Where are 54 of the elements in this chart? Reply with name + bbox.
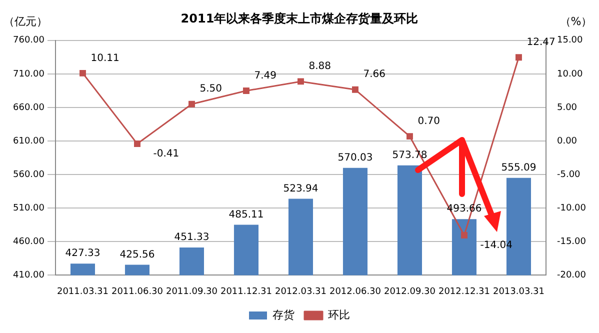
point <box>134 140 140 148</box>
x-tick-label: 2011.12.31 <box>220 286 272 297</box>
y2-tick-label: -15.00 <box>556 237 586 247</box>
data-label: 5.50 <box>200 84 222 95</box>
x-tick-label: 2012.12.31 <box>438 286 490 297</box>
y-axis-title: （亿元） <box>3 14 48 28</box>
legend-label: 环比 <box>328 308 350 322</box>
data-label: 555.09 <box>501 162 536 174</box>
x-tick-label: 2012.09.30 <box>384 286 436 297</box>
data-label: 427.33 <box>65 248 100 260</box>
y2-tick-label: -5.00 <box>556 170 581 180</box>
x-tick-label: 2013.03.31 <box>492 286 545 297</box>
point <box>461 232 468 238</box>
y-tick-label: 460.00 <box>12 237 45 247</box>
data-label: 425.56 <box>120 249 155 260</box>
x-tick-label: 2011.06.30 <box>111 286 164 297</box>
y2-tick-label: -10.00 <box>556 203 586 214</box>
y-tick-label: 610.00 <box>12 136 45 146</box>
y-tick-label: 710.00 <box>12 69 45 80</box>
data-label: 523.94 <box>283 183 318 194</box>
x-tick-label: 2011.09.30 <box>166 286 218 297</box>
point <box>352 86 358 93</box>
point <box>406 133 413 140</box>
data-label: 7.49 <box>254 70 277 82</box>
y2-tick-label: 5.00 <box>556 102 578 113</box>
point <box>80 70 86 76</box>
data-label: 485.11 <box>228 209 264 220</box>
point <box>516 54 522 61</box>
y2-tick-label: 15.00 <box>556 36 584 46</box>
y2-tick-label: -20.00 <box>556 270 586 281</box>
y-tick-label: 410.00 <box>12 270 45 281</box>
data-label: 451.33 <box>174 232 210 244</box>
y2-axis-title: （%） <box>560 14 592 28</box>
data-label: -0.41 <box>153 148 180 160</box>
y-tick-label: 560.00 <box>12 170 45 180</box>
point <box>243 88 250 94</box>
point <box>298 78 304 85</box>
data-label: 0.70 <box>418 116 440 127</box>
data-label: 7.66 <box>363 69 386 80</box>
y-tick-label: 510.00 <box>12 203 45 214</box>
x-tick-label: 2012.06.30 <box>329 286 382 297</box>
data-label: 570.03 <box>338 152 373 164</box>
y-tick-label: 760.00 <box>12 36 45 46</box>
point <box>188 100 195 108</box>
data-label: 10.11 <box>90 52 120 64</box>
y2-tick-label: 10.00 <box>556 69 584 80</box>
y2-tick-label: 0.00 <box>556 136 578 146</box>
data-label: 12.47 <box>526 36 556 48</box>
y-tick-label: 660.00 <box>12 102 45 113</box>
chart-title: 2011年以来各季度末上市煤企存货量及环比 <box>180 11 418 26</box>
x-tick-label: 2011.03.31 <box>56 286 109 297</box>
data-label: 8.88 <box>308 61 332 72</box>
legend-label: 存货 <box>272 308 294 322</box>
x-tick-label: 2012.03.31 <box>274 286 327 297</box>
